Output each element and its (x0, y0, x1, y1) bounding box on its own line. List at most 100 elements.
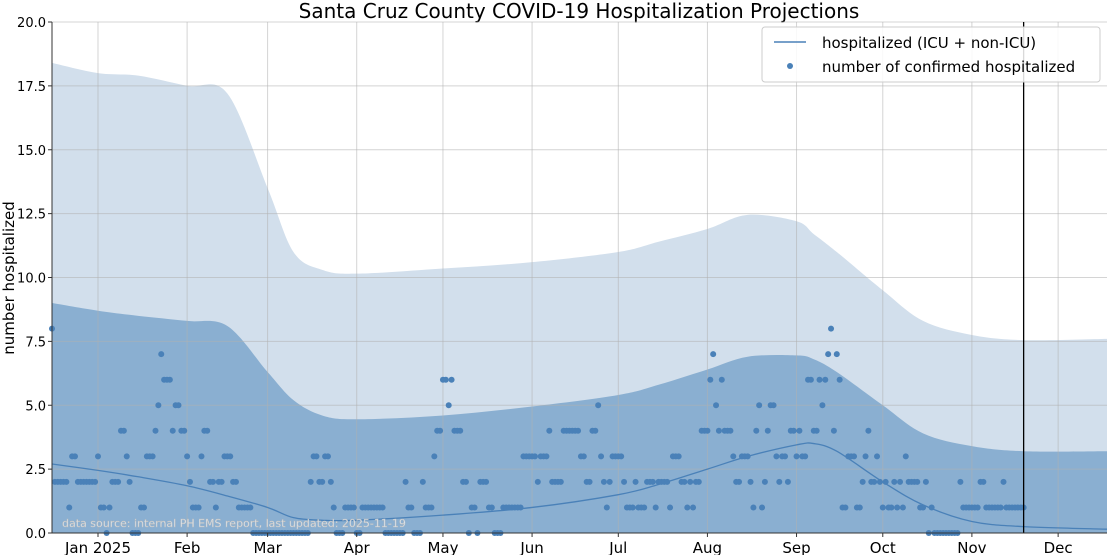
confirmed-hospitalized-point (115, 478, 122, 485)
y-tick-label: 20.0 (17, 16, 46, 31)
confirmed-hospitalized-point (546, 427, 553, 434)
confirmed-hospitalized-point (595, 402, 602, 409)
confirmed-hospitalized-point (586, 478, 593, 485)
confirmed-hospitalized-point (687, 478, 694, 485)
confirmed-hospitalized-point (140, 504, 147, 511)
confirmed-hospitalized-point (914, 478, 921, 485)
confirmed-hospitalized-point (828, 325, 835, 332)
y-tick-label: 17.5 (17, 80, 46, 95)
confirmed-hospitalized-point (419, 478, 426, 485)
y-axis-label: number hospitalized (0, 201, 18, 355)
confirmed-hospitalized-point (802, 453, 809, 460)
x-tick-label: Oct (870, 539, 896, 555)
confirmed-hospitalized-point (776, 478, 783, 485)
y-tick-label: 10.0 (17, 272, 46, 287)
confirmed-hospitalized-point (232, 478, 239, 485)
confirmed-hospitalized-point (632, 478, 639, 485)
confirmed-hospitalized-point (842, 504, 849, 511)
confirmed-hospitalized-point (379, 504, 386, 511)
chart-title: Santa Cruz County COVID-19 Hospitalizati… (299, 0, 860, 23)
confirmed-hospitalized-point (592, 427, 599, 434)
confirmed-hospitalized-point (598, 453, 605, 460)
confirmed-hospitalized-point (770, 402, 777, 409)
legend-label-confirmed: number of confirmed hospitalized (822, 58, 1075, 76)
legend-label-hospitalized: hospitalized (ICU + non-ICU) (822, 34, 1036, 52)
confirmed-hospitalized-point (629, 504, 636, 511)
confirmed-hospitalized-point (894, 504, 901, 511)
grid-layer (52, 21, 1107, 534)
confirmed-hospitalized-point (71, 453, 78, 460)
confirmed-hospitalized-point (750, 504, 757, 511)
confirmed-hospitalized-point (888, 504, 895, 511)
confirmed-hospitalized-point (667, 504, 674, 511)
confirmed-hospitalized-point (684, 504, 691, 511)
confirmed-hospitalized-point (152, 427, 159, 434)
confirmed-hospitalized-point (922, 478, 929, 485)
confirmed-hospitalized-point (543, 453, 550, 460)
confirmed-hospitalized-point (730, 453, 737, 460)
confirmed-hospitalized-point (819, 402, 826, 409)
confirmed-hospitalized-point (448, 376, 455, 383)
confirmed-hospitalized-point (126, 478, 133, 485)
confirmed-hospitalized-point (462, 478, 469, 485)
confirmed-hospitalized-point (63, 478, 70, 485)
confirmed-hospitalized-point (874, 453, 881, 460)
confirmed-hospitalized-point (120, 427, 127, 434)
confirmed-hospitalized-point (437, 427, 444, 434)
confirmed-hospitalized-point (106, 504, 113, 511)
confirmed-hospitalized-point (186, 478, 193, 485)
confirmed-hospitalized-point (123, 453, 130, 460)
confirmed-hospitalized-point (534, 478, 541, 485)
legend-box (761, 26, 1101, 83)
confirmed-hospitalized-point (718, 376, 725, 383)
confirmed-hospitalized-point (94, 453, 101, 460)
confirmed-hospitalized-point (428, 504, 435, 511)
confirmed-hospitalized-point (715, 427, 722, 434)
confirmed-hospitalized-point (247, 504, 254, 511)
confirmed-hospitalized-point (606, 478, 613, 485)
confirmed-hospitalized-point (997, 504, 1004, 511)
confirmed-hospitalized-point (445, 402, 452, 409)
confirmed-hospitalized-point (713, 402, 720, 409)
confirmed-hospitalized-point (204, 427, 211, 434)
y-tick-label: 15.0 (17, 144, 46, 159)
confirmed-hospitalized-point (557, 478, 564, 485)
confirmed-hospitalized-point (488, 504, 495, 511)
confirmed-hospitalized-point (891, 478, 898, 485)
confirmed-hospitalized-point (92, 478, 99, 485)
confirmed-hospitalized-point (181, 427, 188, 434)
confirmed-hospitalized-point (641, 504, 648, 511)
confirmed-hospitalized-point (652, 504, 659, 511)
confirmed-hospitalized-point (833, 351, 840, 358)
confirmed-hospitalized-point (830, 427, 837, 434)
confirmed-hospitalized-point (759, 504, 766, 511)
confirmed-hospitalized-point (327, 478, 334, 485)
x-tick-label: Jul (608, 539, 627, 555)
y-tick-label: 7.5 (25, 335, 46, 350)
confirmed-hospitalized-point (350, 504, 357, 511)
confirmed-hospitalized-point (324, 453, 331, 460)
confirmed-hospitalized-point (764, 427, 771, 434)
x-tick-label: Nov (957, 539, 986, 555)
confirmed-hospitalized-point (457, 427, 464, 434)
confirmed-hospitalized-point (471, 504, 478, 511)
confirmed-hospitalized-point (822, 376, 829, 383)
confirmed-hospitalized-point (408, 504, 415, 511)
confirmed-hospitalized-point (227, 453, 234, 460)
x-tick-label: Mar (253, 539, 282, 555)
confirmed-hospitalized-point (169, 427, 176, 434)
confirmed-hospitalized-point (836, 376, 843, 383)
confirmed-hospitalized-point (796, 427, 803, 434)
confirmed-hospitalized-point (218, 478, 225, 485)
y-tick-label: 2.5 (25, 463, 46, 478)
bands-layer (52, 62, 1107, 533)
confirmed-hospitalized-point (531, 453, 538, 460)
confirmed-hospitalized-point (195, 504, 202, 511)
confirmed-hospitalized-point (1000, 478, 1007, 485)
confirmed-hospitalized-point (158, 351, 165, 358)
confirmed-hospitalized-point (483, 478, 490, 485)
confirmed-hospitalized-point (690, 504, 697, 511)
x-tick-label: Feb (174, 539, 201, 555)
confirmed-hospitalized-point (681, 478, 688, 485)
confirmed-hospitalized-point (897, 478, 904, 485)
